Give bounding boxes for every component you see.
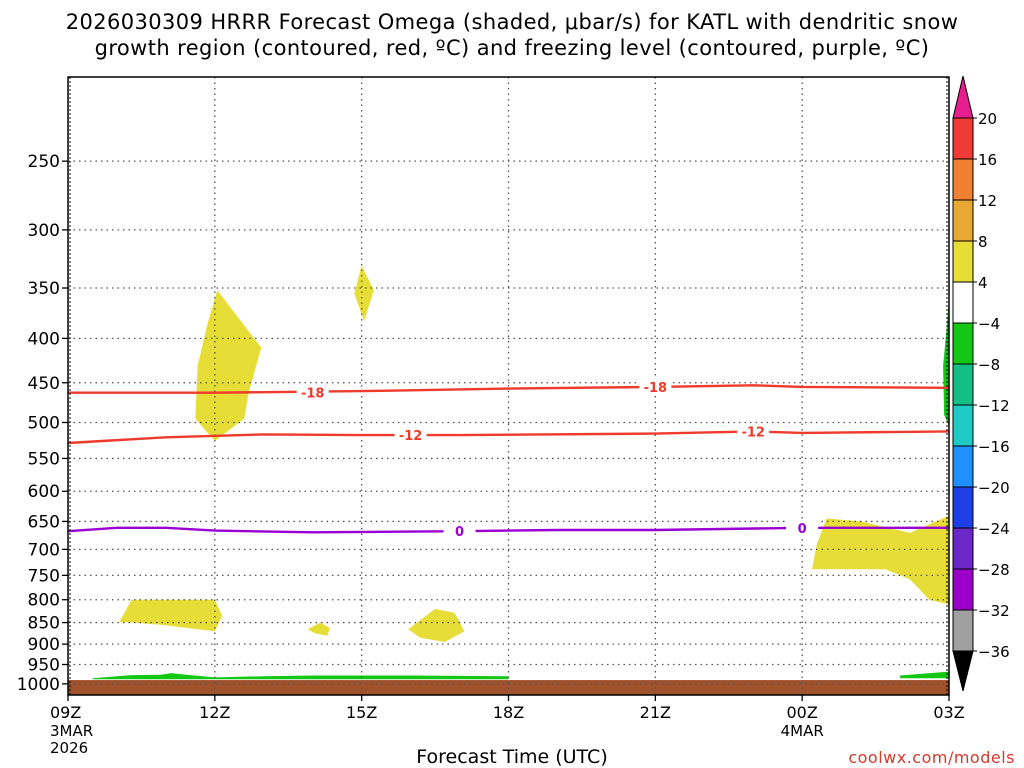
y-tick-label: 750 [28, 566, 60, 586]
colorbar-swatch [952, 486, 974, 529]
colorbar-over-triangle [952, 75, 974, 119]
colorbar-swatch [952, 445, 974, 488]
contour-label-bg [786, 519, 819, 536]
y-tick-label: 950 [28, 656, 60, 676]
y-tick-label: 250 [28, 152, 60, 172]
contour-label-bg [394, 427, 427, 444]
colorbar-label: −16 [978, 438, 1010, 456]
x-tick-label: 09Z [50, 703, 81, 722]
contour-label-bg [443, 523, 476, 540]
y-tick-label: 550 [28, 449, 60, 469]
colorbar-label: 12 [978, 192, 997, 210]
colorbar-swatch [952, 240, 974, 283]
contour-dendritic-minus12 [67, 430, 950, 445]
y-tick-label: 900 [28, 635, 60, 655]
x-tick-label: 12Z [199, 703, 230, 722]
colorbar-swatch [952, 609, 974, 652]
y-tick-label: 800 [28, 591, 60, 611]
x-tick-label: 21Z [640, 703, 671, 722]
colorbar-label: −8 [978, 356, 1000, 374]
colorbar-label: −28 [978, 561, 1010, 579]
colorbar-swatch [952, 322, 974, 365]
colorbar-label: 8 [978, 233, 988, 251]
shaded-region-omega-sink-surface [92, 673, 509, 680]
colorbar-swatch [952, 568, 974, 611]
colorbar-label: −4 [978, 315, 1000, 333]
contour-label: -18 [301, 387, 325, 402]
credit-link[interactable]: coolwx.com/models [848, 748, 1015, 767]
contour-freezing-level [67, 526, 949, 534]
contour-label: -12 [399, 429, 423, 444]
x-tick-label: 00Z [787, 703, 818, 722]
shaded-region-omega-rise-low-14z [307, 622, 330, 636]
chart-title-line2: growth region (contoured, red, ºC) and f… [94, 36, 930, 60]
x-tick-label: 18Z [493, 703, 524, 722]
shaded-region-omega-sink-03z [943, 298, 949, 427]
shaded-region-omega-rise-15z [354, 265, 374, 321]
colorbar-swatch [952, 158, 974, 201]
colorbar-under-triangle [952, 650, 974, 692]
shaded-region-omega-sink-surface-03z [900, 671, 949, 679]
contour-dendritic-minus18 [68, 384, 950, 394]
y-tick-label: 450 [28, 374, 60, 394]
contour-label-bg [737, 423, 770, 440]
colorbar-label: −20 [978, 479, 1010, 497]
colorbar-swatch [952, 199, 974, 242]
colorbar-label: 16 [978, 151, 997, 169]
shaded-region-omega-rise-00z [812, 515, 949, 605]
y-tick-label: 600 [28, 482, 60, 502]
contour-label: -18 [644, 381, 668, 396]
colorbar-swatch [952, 527, 974, 570]
x-tick-label: 03Z [933, 703, 964, 722]
shaded-region-omega-rise-low-17z [408, 609, 465, 642]
x-tick-label: 15Z [346, 703, 377, 722]
x-tick-sublabel: 4MAR [781, 722, 824, 740]
colorbar-label: −24 [978, 520, 1010, 538]
colorbar-swatch [952, 281, 974, 324]
colorbar-swatch [952, 363, 974, 406]
colorbar-label: −32 [978, 602, 1010, 620]
y-tick-label: 400 [28, 329, 60, 349]
y-tick-label: 300 [28, 221, 60, 241]
y-tick-label: 850 [28, 614, 60, 634]
y-tick-label: 700 [28, 540, 60, 560]
y-tick-label: 350 [28, 279, 60, 299]
y-tick-label: 650 [28, 512, 60, 532]
contour-label: 0 [455, 525, 464, 540]
shaded-region-omega-rise-12z [195, 290, 262, 441]
chart-title-line1: 2026030309 HRRR Forecast Omega (shaded, … [65, 10, 959, 34]
x-axis-label: Forecast Time (UTC) [416, 746, 608, 768]
colorbar-label: 20 [978, 110, 997, 128]
colorbar-swatch [952, 404, 974, 447]
colorbar-label: 4 [978, 274, 988, 292]
shaded-region-omega-rise-low-11z [119, 599, 223, 632]
contour-label-bg [639, 378, 672, 395]
x-tick-sublabel: 2026 [50, 739, 88, 757]
y-tick-label: 500 [28, 413, 60, 433]
colorbar-label: −12 [978, 397, 1010, 415]
colorbar-label: −36 [978, 643, 1010, 661]
y-tick-label: 1000 [17, 675, 60, 695]
contour-label-bg [296, 384, 329, 401]
x-tick-sublabel: 3MAR [50, 722, 93, 740]
colorbar-swatch [952, 117, 974, 160]
contour-label: -12 [741, 425, 765, 440]
contour-label: 0 [798, 522, 807, 537]
